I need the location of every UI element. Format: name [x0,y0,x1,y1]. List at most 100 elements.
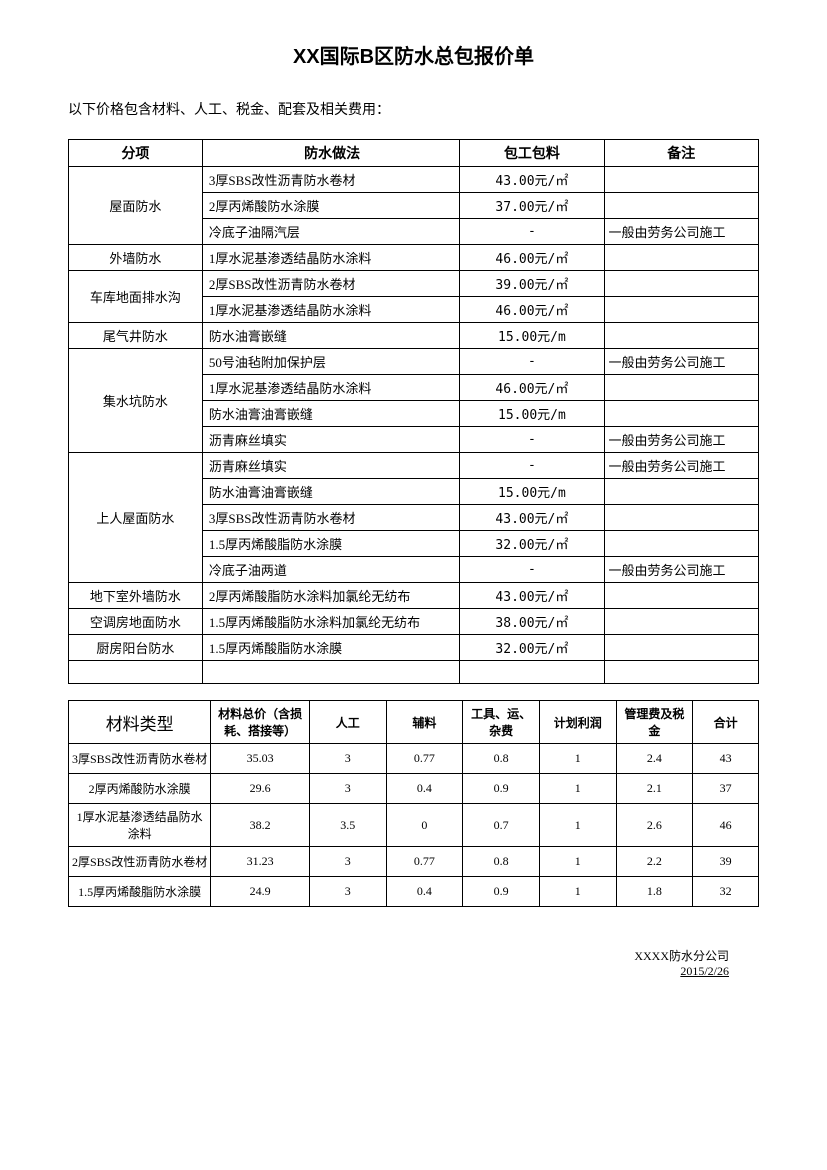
cell-empty [460,661,604,684]
cell-note: 一般由劳务公司施工 [604,557,759,583]
cell-method: 1.5厚丙烯酸脂防水涂膜 [202,635,459,661]
cell-price: 15.00元/m [460,323,604,349]
cell-price: 15.00元/m [460,479,604,505]
cell-note [604,271,759,297]
document-page: XX国际B区防水总包报价单 以下价格包含材料、人工、税金、配套及相关费用： 分项… [0,0,827,1019]
cell: 3 [309,744,386,774]
cell-note [604,297,759,323]
cell-note [604,583,759,609]
table-row-empty [69,661,759,684]
cell-price: 46.00元/㎡ [460,375,604,401]
cell-price: 43.00元/㎡ [460,505,604,531]
cell: 1 [539,774,616,804]
cell: 39 [693,847,759,877]
table-row: 厨房阳台防水1.5厚丙烯酸脂防水涂膜32.00元/㎡ [69,635,759,661]
cell: 46 [693,804,759,847]
cell-method: 1厚水泥基渗透结晶防水涂料 [202,245,459,271]
table2-header-row: 材料类型 材料总价（含损耗、搭接等） 人工 辅料 工具、运、杂费 计划利润 管理… [69,701,759,744]
cell-price: - [460,349,604,375]
cell-category: 上人屋面防水 [69,453,203,583]
cell-note: 一般由劳务公司施工 [604,349,759,375]
cell: 3.5 [309,804,386,847]
table-row: 地下室外墙防水2厚丙烯酸脂防水涂料加氯纶无纺布43.00元/㎡ [69,583,759,609]
cell: 32 [693,877,759,907]
cell-price: 37.00元/㎡ [460,193,604,219]
cell-method: 冷底子油隔汽层 [202,219,459,245]
cell-note [604,375,759,401]
cell-empty [202,661,459,684]
cell: 2.6 [616,804,693,847]
cell: 0.4 [386,774,463,804]
cell-note [604,635,759,661]
cell: 0.77 [386,744,463,774]
cell-method: 防水油膏油膏嵌缝 [202,479,459,505]
th2-sum: 合计 [693,701,759,744]
cell: 1 [539,877,616,907]
cell-category: 空调房地面防水 [69,609,203,635]
cell: 2.4 [616,744,693,774]
footer-company: XXXX防水分公司 [68,947,729,964]
cell: 0.8 [463,744,540,774]
cell-price: - [460,557,604,583]
table-row: 1.5厚丙烯酸脂防水涂膜24.930.40.911.832 [69,877,759,907]
cell: 2厚SBS改性沥青防水卷材 [69,847,211,877]
th-category: 分项 [69,140,203,167]
cell-note: 一般由劳务公司施工 [604,427,759,453]
cell-method: 3厚SBS改性沥青防水卷材 [202,167,459,193]
cell-category: 厨房阳台防水 [69,635,203,661]
th-price: 包工包料 [460,140,604,167]
cell: 2.2 [616,847,693,877]
cell-method: 2厚丙烯酸脂防水涂料加氯纶无纺布 [202,583,459,609]
th2-profit: 计划利润 [539,701,616,744]
th-method: 防水做法 [202,140,459,167]
cell-method: 2厚丙烯酸防水涂膜 [202,193,459,219]
cell-note [604,193,759,219]
cell-price: 43.00元/㎡ [460,167,604,193]
cell: 35.03 [211,744,310,774]
cell-price: - [460,219,604,245]
cell-empty [69,661,203,684]
cell-price: 39.00元/㎡ [460,271,604,297]
cell-method: 沥青麻丝填实 [202,453,459,479]
cell: 1 [539,744,616,774]
cell-empty [604,661,759,684]
cell: 38.2 [211,804,310,847]
cell-note: 一般由劳务公司施工 [604,219,759,245]
quote-table: 分项 防水做法 包工包料 备注 屋面防水3厚SBS改性沥青防水卷材43.00元/… [68,139,759,684]
cell: 1厚水泥基渗透结晶防水涂料 [69,804,211,847]
th2-aux: 辅料 [386,701,463,744]
cell-method: 防水油膏油膏嵌缝 [202,401,459,427]
cell-method: 50号油毡附加保护层 [202,349,459,375]
cell-price: 38.00元/㎡ [460,609,604,635]
cell-note [604,505,759,531]
cell-method: 3厚SBS改性沥青防水卷材 [202,505,459,531]
cell-note [604,167,759,193]
cell-price: 32.00元/㎡ [460,635,604,661]
footer: XXXX防水分公司 2015/2/26 [68,947,759,979]
cell: 2厚丙烯酸防水涂膜 [69,774,211,804]
table-row: 尾气井防水防水油膏嵌缝15.00元/m [69,323,759,349]
cell-category: 尾气井防水 [69,323,203,349]
cell-note [604,531,759,557]
cell: 0.9 [463,774,540,804]
cell: 3厚SBS改性沥青防水卷材 [69,744,211,774]
cell-note [604,609,759,635]
cell-category: 屋面防水 [69,167,203,245]
cell-category: 外墙防水 [69,245,203,271]
footer-date: 2015/2/26 [68,964,729,979]
cell: 37 [693,774,759,804]
cell-method: 1.5厚丙烯酸脂防水涂料加氯纶无纺布 [202,609,459,635]
th2-tools: 工具、运、杂费 [463,701,540,744]
cell-price: 46.00元/㎡ [460,297,604,323]
cell: 3 [309,774,386,804]
table-row: 3厚SBS改性沥青防水卷材35.0330.770.812.443 [69,744,759,774]
cell-price: - [460,427,604,453]
cell-method: 1.5厚丙烯酸脂防水涂膜 [202,531,459,557]
cell-price: - [460,453,604,479]
th2-labor: 人工 [309,701,386,744]
table-row: 屋面防水3厚SBS改性沥青防水卷材43.00元/㎡ [69,167,759,193]
th2-mgmt: 管理费及税金 [616,701,693,744]
cell-method: 防水油膏嵌缝 [202,323,459,349]
material-cost-table: 材料类型 材料总价（含损耗、搭接等） 人工 辅料 工具、运、杂费 计划利润 管理… [68,700,759,907]
cell: 24.9 [211,877,310,907]
